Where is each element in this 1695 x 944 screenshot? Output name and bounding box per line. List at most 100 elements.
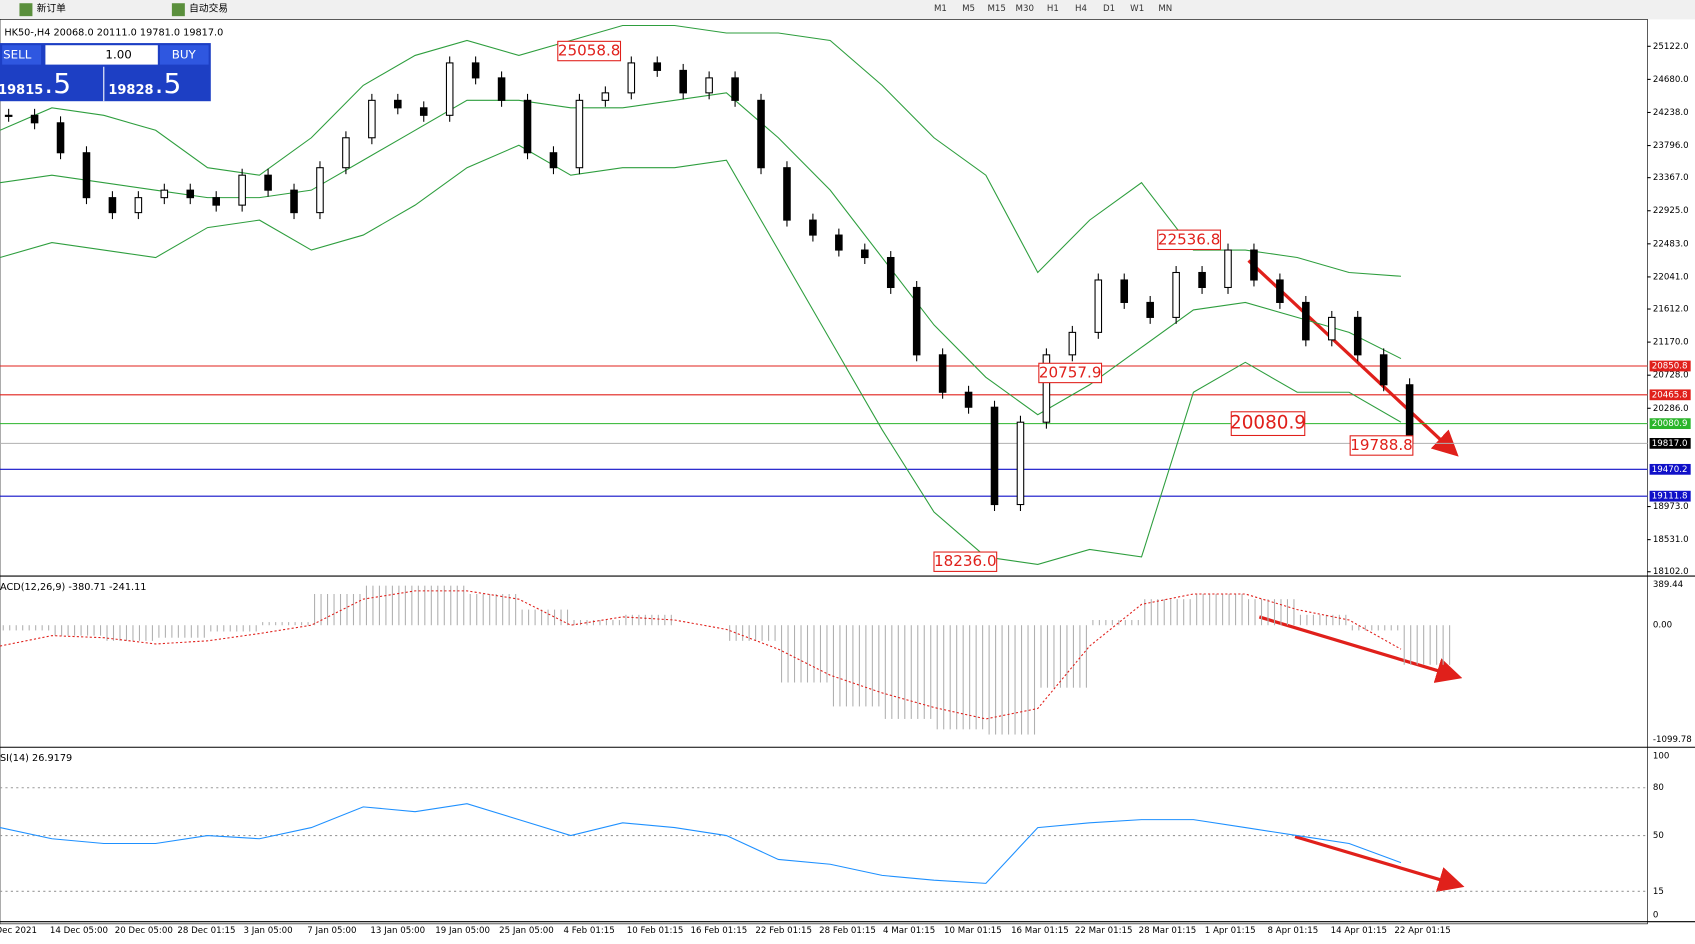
candle	[601, 92, 610, 101]
timeframe-button[interactable]: M1	[934, 4, 947, 14]
price-annotation-box	[557, 40, 622, 62]
rsi-label: SI(14) 26.9179	[0, 753, 72, 764]
y-tick-label: 389.44	[1653, 580, 1683, 590]
candle	[783, 167, 791, 221]
x-tick-label: 8 Apr 01:15	[1267, 926, 1318, 936]
bollinger-band	[0, 92, 1402, 416]
y-tick-label: 21612.0	[1653, 305, 1689, 315]
x-tick-label: 22 Feb 01:15	[755, 926, 812, 936]
timeframe-button[interactable]: M15	[987, 4, 1005, 14]
x-tick-label: 28 Feb 01:15	[819, 926, 876, 936]
bid-main: 19815	[0, 83, 43, 98]
level-tag	[1649, 418, 1691, 430]
y-tick-label: 23796.0	[1653, 141, 1689, 151]
x-tick-label: 7 Jan 05:00	[307, 926, 356, 936]
price-annotation-box	[1349, 435, 1414, 456]
toolbar	[0, 0, 1695, 20]
candle	[679, 69, 687, 94]
candle	[835, 234, 843, 251]
timeframe-button[interactable]: H4	[1075, 4, 1087, 14]
candle	[1302, 301, 1310, 341]
candle	[1276, 279, 1284, 303]
level-tag	[1649, 389, 1691, 401]
timeframe-button[interactable]: M5	[962, 4, 975, 14]
candle	[1042, 354, 1051, 423]
candle	[575, 99, 584, 169]
x-tick-label: 25 Jan 05:00	[499, 926, 554, 936]
price-annotation: 25058.8	[558, 42, 621, 60]
lot-value[interactable]: 1.00	[105, 47, 131, 61]
timeframe-button[interactable]: D1	[1103, 4, 1115, 14]
candle	[886, 256, 895, 289]
level-tag	[1649, 463, 1691, 475]
y-tick-label: 18102.0	[1653, 567, 1689, 577]
candle	[1198, 271, 1206, 289]
toolbar-button[interactable]: 自动交易	[189, 2, 228, 15]
candle	[1353, 316, 1362, 356]
y-tick-label: 21170.0	[1653, 338, 1689, 348]
sell-button[interactable]	[2, 45, 42, 65]
trend-arrow	[1258, 615, 1463, 683]
x-tick-label: 20 Dec 05:00	[115, 926, 173, 936]
y-tick-label: 18973.0	[1653, 502, 1689, 512]
level-label: 19470.2	[1652, 465, 1688, 475]
candle	[1172, 271, 1180, 318]
sell-label[interactable]: SELL	[3, 47, 32, 61]
buy-label[interactable]: BUY	[172, 47, 197, 61]
candle	[316, 167, 324, 214]
y-tick-label: 18531.0	[1653, 535, 1689, 545]
toolbar-icon	[171, 3, 185, 17]
x-tick-label: 3 Jan 05:00	[243, 926, 292, 936]
x-tick-label: 4 Mar 01:15	[883, 926, 935, 936]
timeframe-button[interactable]: W1	[1130, 4, 1144, 14]
level-label: 20465.8	[1652, 390, 1688, 400]
y-tick-label: 0	[1653, 911, 1659, 921]
y-tick-label: 25122.0	[1653, 42, 1689, 52]
timeframe-button[interactable]: H1	[1047, 4, 1059, 14]
candle	[1094, 279, 1103, 333]
candle	[186, 189, 195, 199]
candle	[938, 354, 947, 393]
candle	[264, 174, 272, 191]
y-tick-label: 20286.0	[1653, 404, 1689, 414]
x-tick-label: 14 Apr 01:15	[1331, 926, 1387, 936]
candle	[419, 107, 428, 116]
buy-button[interactable]	[159, 45, 209, 65]
price-annotation-box	[1230, 411, 1306, 437]
y-tick-label: 22041.0	[1653, 272, 1689, 282]
chart-header: HK50-,H4 20068.0 20111.0 19781.0 19817.0	[4, 27, 223, 38]
level-label: 20080.9	[1652, 419, 1688, 429]
candle	[1405, 384, 1414, 444]
y-tick-label: 22925.0	[1653, 206, 1689, 216]
candle	[342, 137, 350, 169]
y-tick-label: 24680.0	[1653, 75, 1689, 85]
level-tag	[1649, 490, 1691, 502]
candle	[30, 114, 39, 124]
level-label: 19817.0	[1652, 439, 1688, 449]
candle	[445, 62, 454, 116]
level-tag	[1649, 437, 1691, 449]
price-annotation: 19788.8	[1350, 436, 1413, 454]
timeframe-button[interactable]: MN	[1158, 4, 1172, 14]
rsi-line	[0, 803, 1402, 884]
price-annotation: 20080.9	[1230, 413, 1306, 434]
candle	[212, 197, 220, 206]
bid-frac: .5	[44, 67, 71, 100]
lot-input[interactable]	[45, 45, 158, 65]
macd-signal	[0, 590, 1402, 720]
y-tick-label: -1099.78	[1653, 735, 1692, 745]
level-tag	[1649, 360, 1691, 372]
x-tick-label: 22 Apr 01:15	[1394, 926, 1450, 936]
price-annotation: 18236.0	[934, 552, 997, 570]
candle	[861, 249, 869, 259]
x-tick-label: 16 Feb 01:15	[691, 926, 748, 936]
toolbar-button[interactable]: 新订单	[37, 2, 66, 15]
candle	[471, 62, 480, 79]
candle	[1016, 421, 1025, 506]
level-label: 20850.8	[1652, 362, 1688, 372]
candle	[523, 99, 532, 154]
bollinger-band	[0, 24, 1402, 277]
y-tick-label: 24238.0	[1653, 108, 1689, 118]
timeframe-button[interactable]: M30	[1016, 4, 1034, 14]
